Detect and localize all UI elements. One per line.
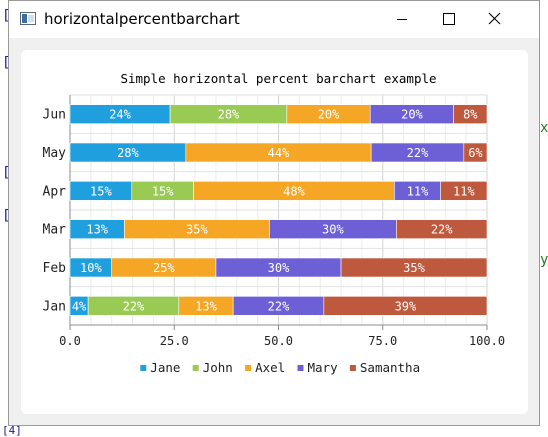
bar-data-label: 11% (407, 184, 429, 198)
background-bracket-4: [ (2, 208, 11, 224)
legend-swatch (245, 365, 252, 371)
y-category-label: Apr (43, 184, 67, 199)
bar-data-label: 15% (152, 184, 174, 198)
bar-data-label: 44% (268, 146, 290, 160)
percent-bar-chart: Simple horizontal percent barchart examp… (43, 71, 506, 375)
bar-data-label: 10% (80, 261, 102, 275)
bar-data-label: 24% (109, 108, 131, 122)
bar-data-label: 22% (123, 299, 145, 313)
close-button[interactable] (471, 1, 517, 38)
bar-segment (453, 104, 488, 124)
bar-data-label: 20% (401, 108, 423, 122)
bar-data-label: 22% (431, 223, 453, 237)
minimize-icon (397, 19, 407, 20)
bar-data-label: 6% (468, 146, 483, 160)
legend-swatch (297, 365, 304, 371)
bar-segment (340, 257, 488, 278)
x-tick-label: 100.0 (469, 334, 505, 348)
bar-data-label: 28% (117, 146, 139, 160)
x-tick-label: 50.0 (264, 334, 293, 348)
x-tick-label: 75.0 (368, 334, 397, 348)
background-bracket-2: [ (2, 55, 11, 71)
background-y-letter: y (540, 252, 548, 268)
bar-data-label: 8% (463, 108, 478, 122)
bar-data-label: 35% (403, 261, 425, 275)
bar-data-label: 22% (407, 146, 429, 160)
bar-segment (323, 296, 488, 316)
bar-data-label: 30% (268, 261, 290, 275)
bar-data-label: 25% (153, 261, 175, 275)
legend-swatch (192, 365, 199, 371)
background-bracket-3: [ (2, 165, 11, 181)
y-category-label: Jun (43, 108, 66, 123)
y-category-label: Mar (43, 223, 67, 238)
bar-segment (396, 219, 488, 239)
legend-label: Jane (150, 360, 180, 375)
bar-data-label: 11% (453, 184, 475, 198)
legend-swatch (349, 365, 356, 371)
legend-swatch (140, 365, 147, 371)
background-x-letter: x (540, 120, 548, 136)
app-window: horizontalpercentbarchart Simple horizon… (8, 0, 540, 426)
legend-label: Samantha (360, 360, 420, 375)
legend-label: John (203, 360, 233, 375)
bar-data-label: 35% (186, 223, 208, 237)
bar-segment (463, 142, 488, 163)
chart-view: Simple horizontal percent barchart examp… (21, 50, 528, 414)
bar-segment (440, 181, 488, 201)
x-tick-label: 0.0 (59, 334, 81, 348)
close-icon (488, 12, 501, 25)
chart-title: Simple horizontal percent barchart examp… (120, 71, 436, 86)
window-title: horizontalpercentbarchart (44, 10, 240, 28)
bar-data-label: 13% (195, 299, 217, 313)
bar-data-label: 48% (283, 184, 305, 198)
bar-data-label: 39% (395, 299, 417, 313)
bar-data-label: 28% (218, 108, 240, 122)
bar-data-label: 30% (322, 223, 344, 237)
y-category-label: Jan (43, 299, 66, 314)
maximize-icon (443, 13, 455, 25)
bar-data-label: 15% (90, 184, 112, 198)
title-bar[interactable]: horizontalpercentbarchart (9, 1, 539, 38)
legend-label: Mary (308, 360, 339, 375)
y-category-label: May (43, 146, 67, 161)
minimize-button[interactable] (379, 1, 425, 38)
bar-data-label: 4% (72, 299, 87, 313)
maximize-button[interactable] (425, 1, 471, 38)
x-tick-label: 25.0 (160, 334, 189, 348)
bar-data-label: 22% (268, 299, 290, 313)
legend-label: Axel (255, 360, 285, 375)
bar-data-label: 20% (318, 108, 340, 122)
y-category-label: Feb (43, 261, 67, 276)
qt-window-icon (20, 12, 36, 25)
background-bracket-1: [ (2, 8, 11, 24)
bar-data-label: 13% (86, 223, 108, 237)
